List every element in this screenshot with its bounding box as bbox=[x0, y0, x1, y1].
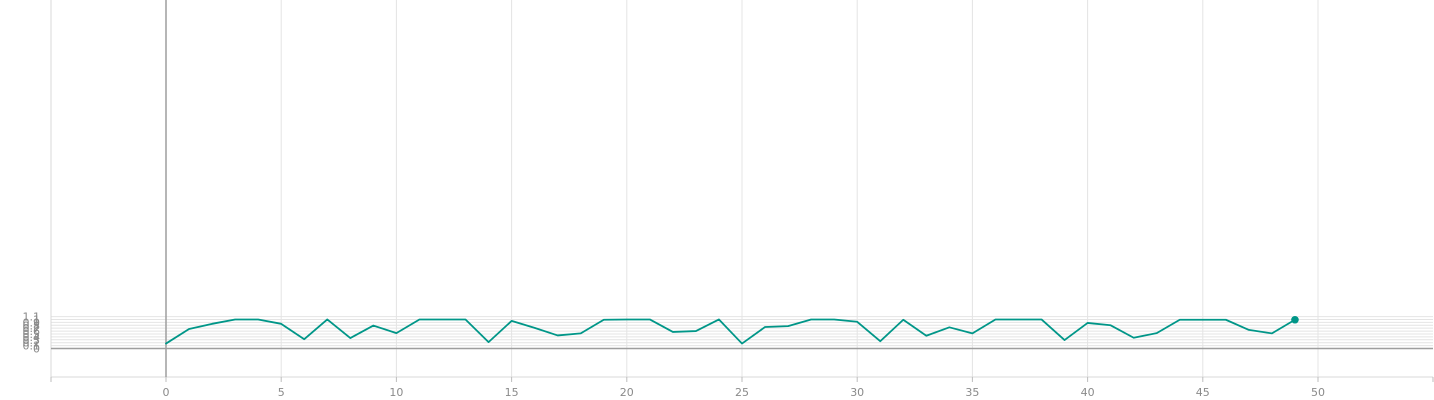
x-tick-label: 50 bbox=[1311, 386, 1325, 399]
x-tick-label: 30 bbox=[850, 386, 864, 399]
grid-lines bbox=[51, 0, 1433, 377]
x-tick-label: 45 bbox=[1196, 386, 1210, 399]
y-tick-label: 0.9 bbox=[23, 316, 41, 329]
y-tick-label: 0 bbox=[33, 343, 40, 356]
series-group bbox=[165, 315, 1299, 345]
y-tick-label: 0.7 bbox=[23, 322, 41, 335]
y-tick-label: 1.1 bbox=[23, 311, 41, 324]
x-tick-label: 35 bbox=[965, 386, 979, 399]
x-tick-label: 15 bbox=[505, 386, 519, 399]
y-tick-label: 0.3 bbox=[23, 334, 41, 347]
y-tick-label: 1 bbox=[33, 313, 40, 326]
last-data-point bbox=[1291, 315, 1299, 324]
x-tick-label: 0 bbox=[163, 386, 170, 399]
y-tick-label: 0.8 bbox=[23, 319, 41, 332]
x-tick-label: 25 bbox=[735, 386, 749, 399]
y-tick-label: 0.5 bbox=[23, 328, 41, 341]
x-axis-ticks: 0 5 10 15 20 25 30 35 40 45 50 bbox=[163, 377, 1325, 399]
x-tick-label: 40 bbox=[1081, 386, 1095, 399]
y-axis-ticks: 00.10.20.30.40.50.60.70.80.911.1 bbox=[23, 311, 41, 356]
y-tick-label: 0.1 bbox=[23, 340, 41, 353]
y-tick-label: 0.2 bbox=[23, 337, 41, 350]
y-tick-label: 0.6 bbox=[23, 325, 41, 338]
x-tick-label: 20 bbox=[620, 386, 634, 399]
y-tick-label: 0.4 bbox=[23, 331, 41, 344]
x-tick-label: 10 bbox=[389, 386, 403, 399]
x-tick-label: 5 bbox=[278, 386, 285, 399]
series-line bbox=[165, 318, 1296, 345]
